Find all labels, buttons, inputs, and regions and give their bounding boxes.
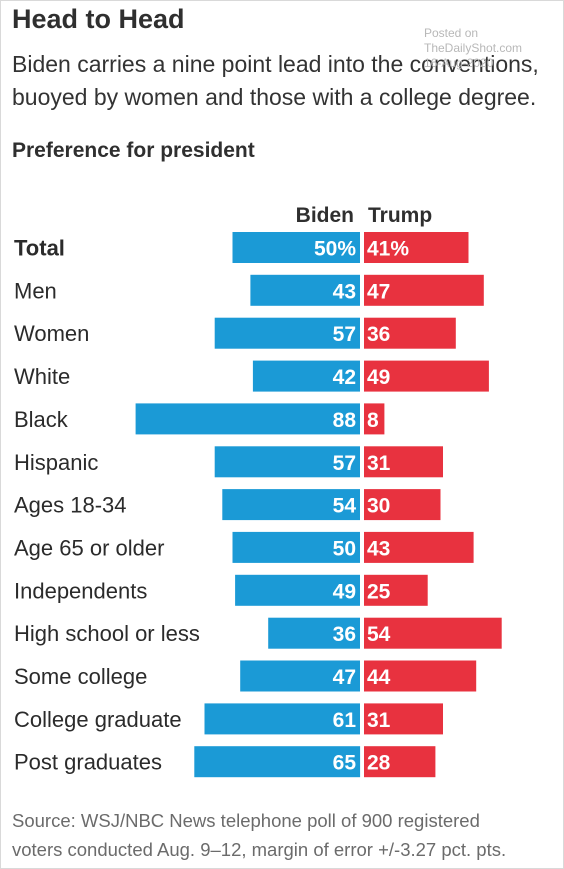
subtitle-line: Biden carries a nine point lead into the…: [12, 51, 539, 77]
bar-biden: [135, 403, 360, 435]
bar-biden: [214, 317, 360, 349]
watermark-line: Posted on: [424, 26, 479, 40]
bar-trump: [364, 232, 469, 263]
value-label-biden: 57: [333, 323, 356, 346]
page-subtitle: Biden carries a nine point lead into the…: [12, 48, 560, 114]
category-label: Men: [14, 278, 57, 303]
category-label: Age 65 or older: [14, 535, 164, 560]
source-line: Source: WSJ/NBC News telephone poll of 9…: [12, 810, 480, 831]
value-label-trump: 49: [367, 366, 390, 389]
value-label-biden: 49: [333, 580, 356, 603]
bar-trump: [364, 274, 484, 306]
category-label: Hispanic: [14, 450, 98, 475]
category-label: White: [14, 364, 70, 389]
bar-biden: [222, 489, 360, 521]
source-note: Source: WSJ/NBC News telephone poll of 9…: [12, 806, 560, 864]
bar-biden: [240, 660, 360, 692]
value-label-biden: 42: [333, 366, 356, 389]
value-label-biden: 43: [333, 280, 356, 303]
watermark: Posted on TheDailyShot.com 16-Aug-2020: [424, 26, 522, 71]
bar-trump: [364, 360, 489, 392]
value-label-biden: 50: [333, 537, 356, 560]
watermark-line: 16-Aug-2020: [424, 56, 494, 70]
category-label: Post graduates: [14, 750, 162, 775]
value-label-trump: 41%: [367, 238, 409, 261]
page-title: Head to Head: [12, 4, 185, 34]
category-label: Black: [14, 407, 69, 432]
value-label-biden: 57: [333, 452, 356, 475]
bar-trump: [364, 660, 477, 692]
diverging-bar-chart: Biden Trump Total 50% 41% Men 43 47 Women 57 36 Whi…: [14, 204, 502, 778]
value-label-trump: 8: [367, 409, 379, 432]
category-label: Total: [14, 236, 65, 261]
bar-biden: [268, 617, 360, 649]
bar-biden: [194, 746, 361, 778]
category-label: Ages 18-34: [14, 493, 127, 518]
value-label-biden: 47: [333, 666, 356, 689]
bar-trump: [364, 703, 443, 735]
category-label: High school or less: [14, 621, 200, 646]
value-label-biden: 50%: [314, 238, 356, 261]
category-label: Some college: [14, 664, 147, 689]
value-label-biden: 88: [333, 409, 357, 432]
bar-trump: [364, 746, 436, 778]
bar-trump: [364, 489, 441, 521]
watermark-line: TheDailyShot.com: [424, 41, 523, 55]
bar-trump: [364, 574, 428, 606]
value-label-trump: 31: [367, 709, 391, 732]
bar-trump: [364, 617, 502, 649]
category-label: Women: [14, 321, 89, 346]
bar-biden: [232, 232, 360, 263]
value-label-trump: 25: [367, 580, 391, 603]
value-label-biden: 65: [333, 752, 357, 775]
source-line: voters conducted Aug. 9–12, margin of er…: [12, 839, 507, 860]
value-label-biden: 36: [333, 623, 356, 646]
bar-biden: [232, 531, 360, 563]
category-label: College graduate: [14, 707, 182, 732]
bar-biden: [214, 446, 360, 478]
value-label-trump: 43: [367, 537, 390, 560]
bar-trump: [364, 317, 456, 349]
value-label-trump: 44: [367, 666, 391, 689]
chart-title: Preference for president: [12, 139, 255, 162]
bar-trump: [364, 446, 443, 478]
value-label-trump: 36: [367, 323, 390, 346]
value-label-biden: 61: [333, 709, 357, 732]
value-label-trump: 31: [367, 452, 391, 475]
bar-biden: [235, 574, 360, 606]
legend-biden: Biden: [296, 204, 354, 227]
value-label-trump: 47: [367, 280, 390, 303]
bar-trump: [364, 403, 385, 435]
subtitle-line: buoyed by women and those with a college…: [12, 84, 537, 110]
value-label-trump: 30: [367, 495, 390, 518]
category-label: Independents: [14, 578, 147, 603]
legend-trump: Trump: [368, 204, 432, 227]
bar-biden: [250, 274, 360, 306]
bar-trump: [364, 531, 474, 563]
value-label-biden: 54: [333, 495, 357, 518]
bar-biden: [204, 703, 360, 735]
bar-biden: [252, 360, 360, 392]
value-label-trump: 54: [367, 623, 391, 646]
value-label-trump: 28: [367, 752, 391, 775]
